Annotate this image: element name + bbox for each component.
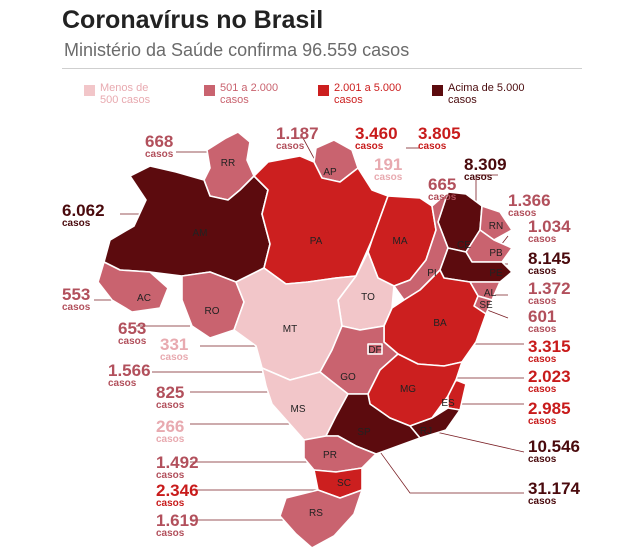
callout-rr: 668 casos: [145, 132, 174, 160]
leader-line-sp: [369, 437, 524, 494]
legend-swatch: [432, 85, 443, 96]
callout-mg: 2.023 casos: [528, 367, 571, 395]
state-abbr-ce: CE: [457, 240, 471, 251]
state-abbr-sc: SC: [337, 478, 351, 489]
callout-pa: 3.460 casos: [355, 124, 398, 152]
callout-sc: 2.346 casos: [156, 481, 199, 509]
callout-am: 6.062 casos: [62, 201, 105, 229]
legend-swatch: [204, 85, 215, 96]
state-pr: [303, 435, 377, 473]
state-abbr-ma: MA: [393, 236, 408, 247]
callout-pe: 8.145 casos: [528, 249, 571, 277]
state-abbr-pa: PA: [310, 236, 323, 247]
page-subtitle: Ministério da Saúde confirma 96.559 caso…: [64, 40, 410, 60]
header-divider: [62, 68, 582, 69]
legend-label: Acima de 5.000 casos: [448, 82, 525, 106]
callout-rs: 1.619 casos: [156, 511, 199, 539]
state-abbr-mt: MT: [283, 324, 297, 335]
state-abbr-ac: AC: [137, 293, 151, 304]
state-abbr-es: ES: [441, 398, 455, 409]
legend-label: Menos de 500 casos: [100, 82, 151, 106]
callout-go: 825 casos: [156, 383, 185, 411]
callout-ms: 266 casos: [156, 417, 185, 445]
callout-pi: 665 casos: [428, 175, 457, 203]
state-abbr-rn: RN: [489, 221, 503, 232]
legend-label: 2.001 a 5.000 casos: [334, 82, 402, 106]
state-df: [367, 343, 383, 355]
callout-es: 2.985 casos: [528, 399, 571, 427]
state-abbr-ap: AP: [323, 167, 337, 178]
callout-pr: 1.492 casos: [156, 453, 199, 481]
callout-ma: 3.805 casos: [418, 124, 461, 152]
state-abbr-rs: RS: [309, 508, 323, 519]
callout-ce: 8.309 casos: [464, 155, 507, 183]
state-ac: [97, 261, 169, 313]
state-abbr-pe: PE: [489, 268, 503, 279]
legend-swatch: [318, 85, 329, 96]
state-abbr-se: SE: [479, 300, 493, 311]
leader-line-rj: [435, 431, 525, 453]
state-abbr-am: AM: [193, 228, 208, 239]
state-rs: [279, 489, 363, 549]
callout-rn: 1.366 casos: [508, 191, 551, 219]
callout-al: 1.372 casos: [528, 279, 571, 307]
state-abbr-go: GO: [340, 372, 356, 383]
state-abbr-ba: BA: [433, 318, 447, 329]
state-abbr-sp: SP: [357, 427, 371, 438]
state-abbr-df: DF: [368, 345, 381, 356]
callout-se: 601 casos: [528, 307, 557, 335]
legend-label: 501 a 2.000 casos: [220, 82, 279, 106]
state-abbr-mg: MG: [400, 384, 416, 395]
state-abbr-to: TO: [361, 292, 375, 303]
state-abbr-pi: PI: [427, 268, 436, 279]
callout-to: 191 casos: [374, 155, 403, 183]
leader-line-ce: [475, 174, 498, 206]
state-abbr-rr: RR: [221, 158, 235, 169]
callout-mt: 331 casos: [160, 335, 189, 363]
state-abbr-al: AL: [484, 288, 497, 299]
callout-ba: 3.315 casos: [528, 337, 571, 365]
callout-df: 1.566 casos: [108, 361, 151, 389]
callout-pb: 1.034 casos: [528, 217, 571, 245]
state-abbr-rj: RJ: [420, 426, 432, 437]
callout-sp: 31.174 casos: [528, 479, 580, 507]
callout-ac: 553 casos: [62, 285, 91, 313]
state-abbr-ms: MS: [291, 404, 306, 415]
legend-swatch: [84, 85, 95, 96]
state-abbr-pr: PR: [323, 450, 337, 461]
callout-ap: 1.187 casos: [276, 124, 319, 152]
callout-rj: 10.546 casos: [528, 437, 580, 465]
page-title: Coronavírus no Brasil: [62, 6, 324, 34]
callout-ro: 653 casos: [118, 319, 147, 347]
state-abbr-ro: RO: [205, 306, 220, 317]
state-abbr-pb: PB: [489, 248, 503, 259]
state-rn: [479, 205, 513, 241]
